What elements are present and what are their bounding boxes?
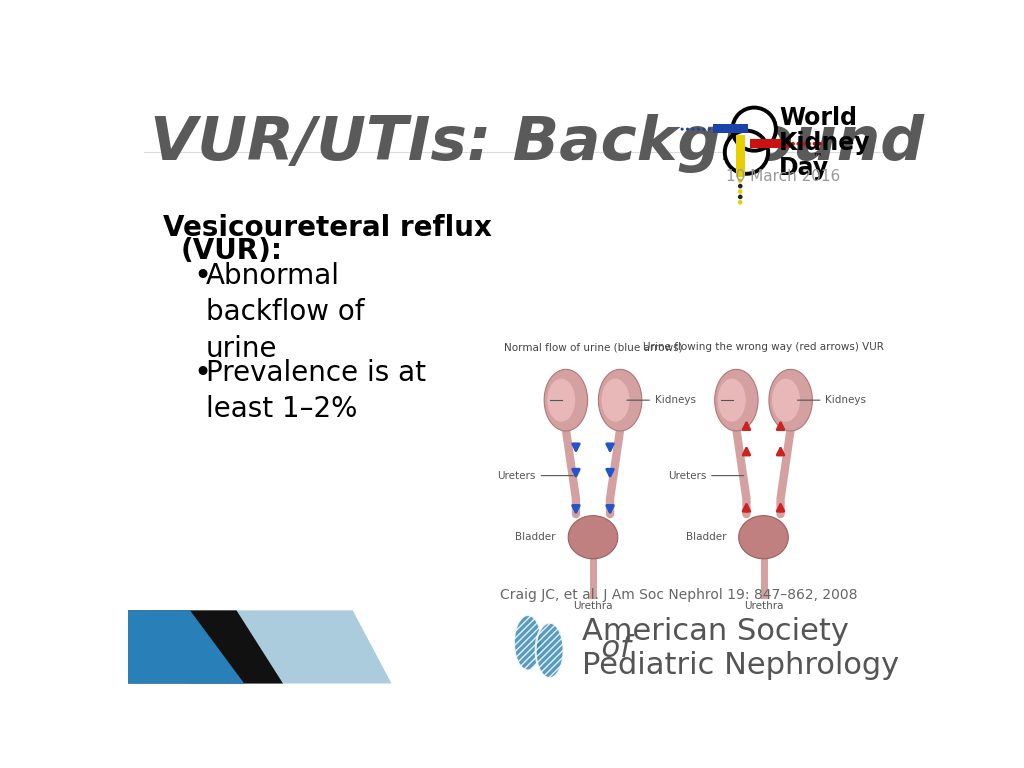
Text: Urine flowing the wrong way (red arrows) VUR: Urine flowing the wrong way (red arrows)… xyxy=(643,343,884,353)
Text: Abnormal
backflow of
urine: Abnormal backflow of urine xyxy=(206,262,364,363)
Circle shape xyxy=(791,142,795,146)
Circle shape xyxy=(708,127,711,131)
Circle shape xyxy=(738,200,742,204)
Polygon shape xyxy=(128,611,283,684)
Polygon shape xyxy=(536,623,563,678)
Text: Ureters: Ureters xyxy=(668,471,743,481)
Circle shape xyxy=(813,142,816,146)
Polygon shape xyxy=(718,379,745,422)
Text: Pediatric Nephrology: Pediatric Nephrology xyxy=(583,650,899,680)
Circle shape xyxy=(702,127,706,131)
Polygon shape xyxy=(598,369,642,431)
Text: Urethra: Urethra xyxy=(573,601,612,611)
Text: Craig JC, et al. J Am Soc Nephrol 19: 847–862, 2008: Craig JC, et al. J Am Soc Nephrol 19: 84… xyxy=(500,588,857,602)
Polygon shape xyxy=(514,615,542,670)
Polygon shape xyxy=(772,379,800,422)
Text: •: • xyxy=(194,359,212,388)
Circle shape xyxy=(807,142,811,146)
Text: VUR/UTIs: Background: VUR/UTIs: Background xyxy=(150,114,924,173)
Text: Ureters: Ureters xyxy=(498,471,573,481)
Text: Kidneys: Kidneys xyxy=(627,396,696,406)
Text: ™: ™ xyxy=(812,151,822,161)
Circle shape xyxy=(697,127,700,131)
Circle shape xyxy=(818,142,822,146)
Text: Urethra: Urethra xyxy=(743,601,783,611)
Text: World
Kidney
Day: World Kidney Day xyxy=(779,106,870,180)
Polygon shape xyxy=(128,611,245,684)
Polygon shape xyxy=(547,379,575,422)
Polygon shape xyxy=(769,369,812,431)
Bar xyxy=(736,134,744,177)
Circle shape xyxy=(734,109,774,149)
Bar xyxy=(128,611,922,684)
Text: Prevalence is at
least 1–2%: Prevalence is at least 1–2% xyxy=(206,359,426,423)
Circle shape xyxy=(797,142,801,146)
Polygon shape xyxy=(715,369,758,431)
Text: Bladder: Bladder xyxy=(515,532,556,542)
Text: •: • xyxy=(194,262,212,290)
Circle shape xyxy=(738,189,742,194)
Polygon shape xyxy=(601,379,630,422)
Text: Bladder: Bladder xyxy=(686,532,726,542)
Bar xyxy=(713,124,748,133)
Circle shape xyxy=(726,132,767,172)
Circle shape xyxy=(686,127,689,131)
Text: Kidneys: Kidneys xyxy=(798,396,866,406)
Text: (VUR):: (VUR): xyxy=(180,237,283,265)
Polygon shape xyxy=(544,369,588,431)
Circle shape xyxy=(802,142,806,146)
Text: Normal flow of urine (blue arrows): Normal flow of urine (blue arrows) xyxy=(504,343,682,353)
Circle shape xyxy=(738,194,742,199)
Circle shape xyxy=(691,127,694,131)
Bar xyxy=(750,139,790,147)
Circle shape xyxy=(681,127,684,131)
Text: Vesicoureteral reflux: Vesicoureteral reflux xyxy=(163,214,492,242)
Polygon shape xyxy=(738,515,788,559)
Text: of: of xyxy=(583,634,631,663)
Circle shape xyxy=(738,184,742,188)
Text: American Society: American Society xyxy=(583,617,849,646)
Polygon shape xyxy=(568,515,617,559)
Text: 10 March 2016: 10 March 2016 xyxy=(726,169,840,184)
Polygon shape xyxy=(152,611,391,684)
Circle shape xyxy=(738,178,742,183)
